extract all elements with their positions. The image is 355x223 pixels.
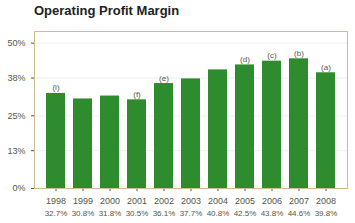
svg-text:40.8%: 40.8% [207,209,230,218]
svg-text:31.8%: 31.8% [99,209,122,218]
svg-text:2001: 2001 [127,196,147,206]
svg-text:(a): (a) [321,63,331,72]
svg-text:0%: 0% [12,183,25,193]
svg-text:36.1%: 36.1% [153,209,176,218]
svg-text:2007: 2007 [289,196,309,206]
svg-text:44.6%: 44.6% [288,209,311,218]
svg-text:39.8%: 39.8% [315,209,338,218]
svg-text:2003: 2003 [181,196,201,206]
svg-text:(c): (c) [267,51,277,60]
svg-text:(i): (i) [52,83,59,92]
svg-text:(d): (d) [240,55,250,64]
svg-text:1999: 1999 [73,196,93,206]
svg-text:37.7%: 37.7% [180,209,203,218]
svg-text:42.5%: 42.5% [234,209,257,218]
svg-text:50%: 50% [7,38,25,48]
svg-text:38%: 38% [7,73,25,83]
svg-text:30.8%: 30.8% [72,209,95,218]
svg-text:2005: 2005 [235,196,255,206]
svg-text:13%: 13% [7,146,25,156]
svg-text:2008: 2008 [316,196,336,206]
svg-text:32.7%: 32.7% [45,209,68,218]
svg-text:30.5%: 30.5% [126,209,149,218]
svg-text:2006: 2006 [262,196,282,206]
svg-text:25%: 25% [7,111,25,121]
svg-text:2000: 2000 [100,196,120,206]
svg-text:1998: 1998 [46,196,66,206]
html-text:Operating Profit Margin: Operating Profit Margin [34,3,180,18]
svg-text:43.8%: 43.8% [261,209,284,218]
svg-text:2002: 2002 [154,196,174,206]
svg-text:(f): (f) [133,90,141,99]
svg-text:(e): (e) [159,74,169,83]
svg-text:(b): (b) [294,49,304,58]
svg-text:2004: 2004 [208,196,228,206]
